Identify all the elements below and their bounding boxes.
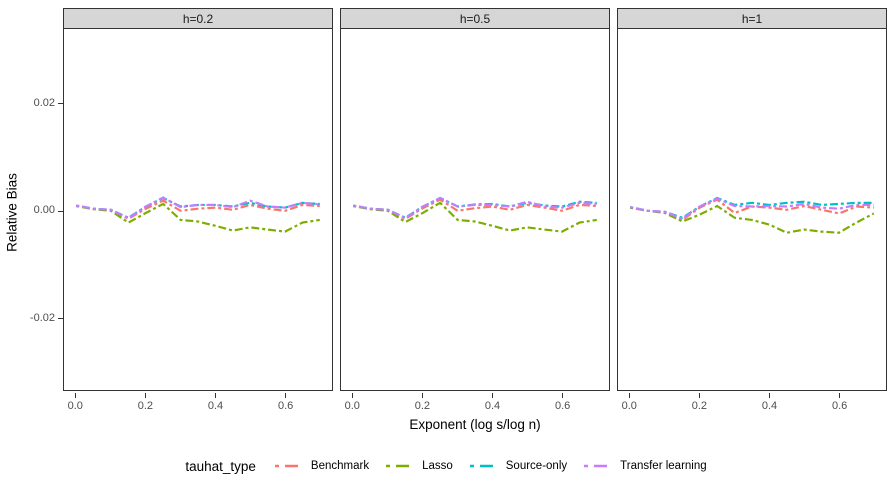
x-axis-tick-label: 0.6 — [832, 400, 848, 412]
y-axis-tick — [58, 318, 63, 320]
legend-title: tauhat_type — [185, 458, 256, 474]
plot-panel — [617, 29, 887, 391]
x-axis-tick-label: 0.0 — [67, 400, 83, 412]
x-axis-tick — [769, 393, 771, 398]
x-axis-tick — [74, 393, 76, 398]
y-axis-tick — [58, 103, 63, 105]
legend-item-label: Lasso — [422, 460, 453, 472]
legend: tauhat_type Benchmark Lasso Source-only Tra… — [0, 452, 892, 480]
y-axis-tick — [58, 210, 63, 212]
facet-h02: h=0.2 — [63, 8, 333, 391]
x-axis-tick-label: 0.4 — [484, 400, 501, 412]
legend-key-line-icon — [386, 464, 415, 468]
legend-item: Benchmark — [274, 459, 369, 473]
series-line-source-only — [353, 196, 597, 219]
x-axis-tick — [215, 393, 217, 398]
x-axis-tick — [839, 393, 841, 398]
facet-strip-label: h=0.5 — [340, 8, 610, 29]
x-axis-tick-label: 0.0 — [344, 400, 360, 412]
legend-item: Lasso — [385, 459, 453, 473]
x-axis-tick-label: 0.6 — [555, 400, 571, 412]
facet-strip-label: h=1 — [617, 8, 887, 29]
legend-item: Source-only — [469, 459, 567, 473]
x-axis-tick — [698, 393, 700, 398]
legend-key-line-icon — [584, 464, 613, 468]
x-axis-tick — [421, 393, 423, 398]
x-axis-tick — [285, 393, 287, 398]
legend-key-line-icon — [274, 464, 303, 468]
y-axis-tick-label: 0.00 — [33, 204, 55, 217]
x-axis-tick-label: 0.2 — [414, 400, 431, 412]
plot-panel — [63, 29, 333, 391]
x-axis-tick-label: 0.4 — [761, 400, 778, 412]
series-line-transfer-learning — [76, 196, 320, 220]
x-axis-tick — [562, 393, 564, 398]
x-axis-tick-label: 0.0 — [621, 400, 637, 412]
x-axis-tick — [144, 393, 146, 398]
y-axis-tick-label: 0.02 — [33, 96, 55, 109]
x-axis-title: Exponent (log s/log n) — [409, 417, 541, 432]
facet-h05: h=0.5 — [340, 8, 610, 391]
series-line-lasso — [353, 201, 597, 233]
facet-strip-label: h=0.2 — [63, 8, 333, 29]
x-axis-tick-label: 0.2 — [691, 400, 708, 412]
series-line-transfer-learning — [353, 196, 597, 220]
x-axis-tick — [628, 393, 630, 398]
series-line-lasso — [630, 204, 875, 234]
legend-item: Transfer learning — [583, 459, 707, 473]
facet-h1: h=1 — [617, 8, 887, 391]
x-axis-tick — [492, 393, 494, 398]
x-axis-tick-label: 0.4 — [207, 400, 224, 412]
x-axis-tick-label: 0.6 — [278, 400, 294, 412]
series-line-source-only — [629, 196, 874, 219]
plot-panel — [340, 29, 610, 391]
legend-item-label: Benchmark — [310, 460, 370, 472]
series-line-benchmark — [353, 198, 597, 221]
x-axis-tick — [351, 393, 353, 398]
legend-item-label: Source-only — [505, 460, 568, 472]
series-line-transfer-learning — [629, 197, 874, 221]
x-axis-tick-label: 0.2 — [137, 400, 154, 412]
y-axis-tick-label: -0.02 — [29, 311, 55, 324]
legend-item-label: Transfer learning — [620, 460, 707, 472]
legend-key-line-icon — [469, 464, 498, 468]
series-line-lasso — [76, 202, 320, 233]
